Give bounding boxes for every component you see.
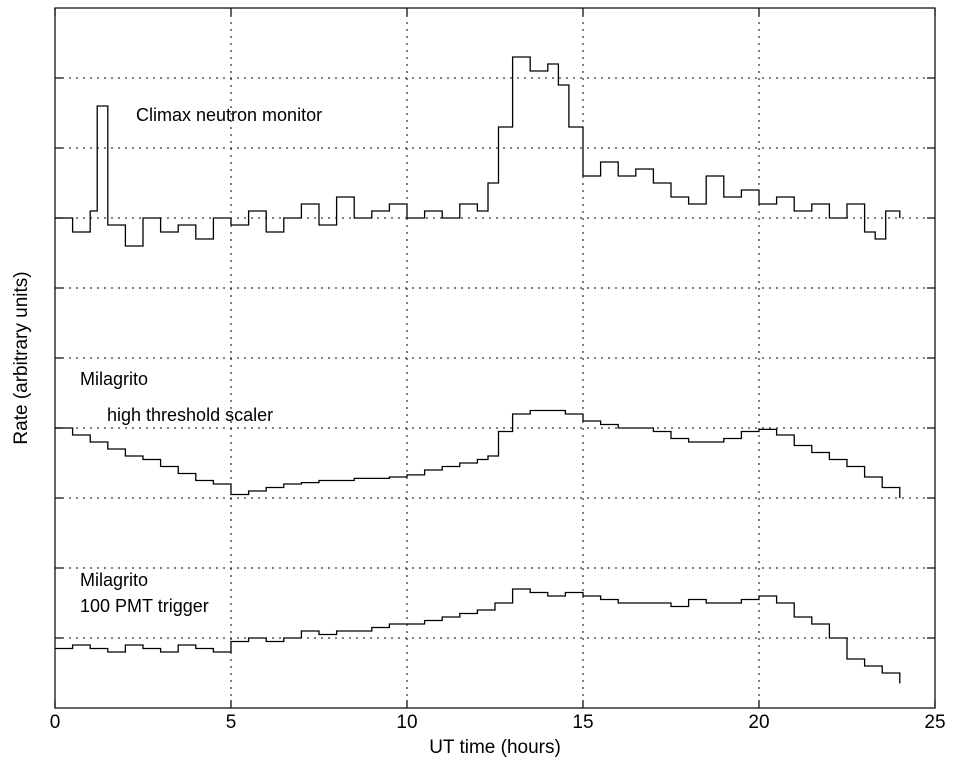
series-layer	[55, 57, 900, 684]
x-tick-label: 25	[924, 712, 945, 733]
x-tick-label: 5	[226, 712, 237, 733]
annotation-high-threshold-scaler: high threshold scaler	[107, 405, 273, 425]
annotation-climax-neutron-monitor: Climax neutron monitor	[136, 105, 322, 125]
x-tick-label: 15	[572, 712, 593, 733]
annotation-milagrito-2: Milagrito	[80, 570, 148, 590]
x-tick-label: 20	[748, 712, 769, 733]
annotation-milagrito-1: Milagrito	[80, 369, 148, 389]
x-tick-labels: 0 5 10 15 20 25	[50, 712, 946, 733]
x-tick-label: 10	[396, 712, 417, 733]
x-tick-label: 0	[50, 712, 61, 733]
annotation-100-pmt-trigger: 100 PMT trigger	[80, 596, 209, 616]
x-axis-label: UT time (hours)	[429, 737, 561, 758]
y-axis-label: Rate (arbitrary units)	[11, 271, 32, 444]
